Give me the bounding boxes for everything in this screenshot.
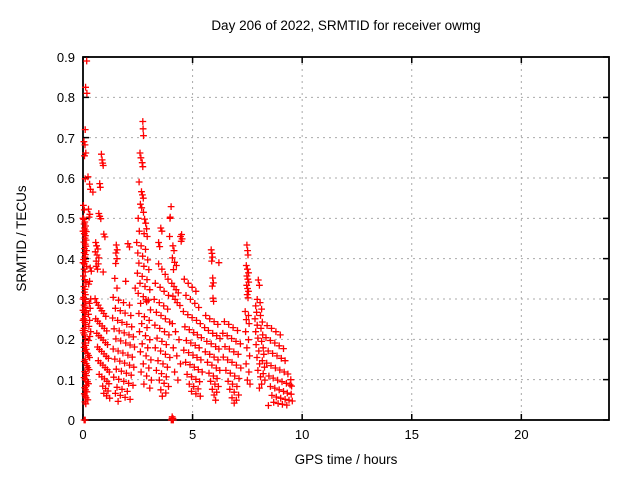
y-tick-label: 0 (67, 413, 75, 428)
data-points-SRMTID (79, 57, 296, 424)
x-tick-label: 10 (294, 427, 310, 442)
x-tick-label: 15 (404, 427, 419, 442)
y-tick-label: 0.9 (56, 50, 75, 65)
x-tick-label: 0 (79, 427, 87, 442)
y-tick-label: 0.1 (56, 372, 75, 388)
x-tick-label: 5 (188, 427, 197, 442)
axis-tick-marks (82, 56, 609, 421)
y-tick-label: 0.5 (56, 211, 75, 227)
y-tick-label: 0.2 (56, 332, 75, 348)
x-tick-label: 20 (514, 427, 529, 442)
y-tick-label: 0.6 (56, 171, 75, 186)
grid-lines (83, 57, 609, 420)
y-tick-label: 0.7 (56, 130, 75, 146)
y-tick-label: 0.8 (56, 90, 75, 106)
y-tick-label: 0.4 (56, 251, 75, 267)
x-axis-label: GPS time / hours (294, 452, 398, 467)
plot-border (82, 56, 610, 421)
chart-title: Day 206 of 2022, SRMTID for receiver owm… (211, 18, 481, 33)
y-tick-label: 0.3 (56, 292, 75, 307)
